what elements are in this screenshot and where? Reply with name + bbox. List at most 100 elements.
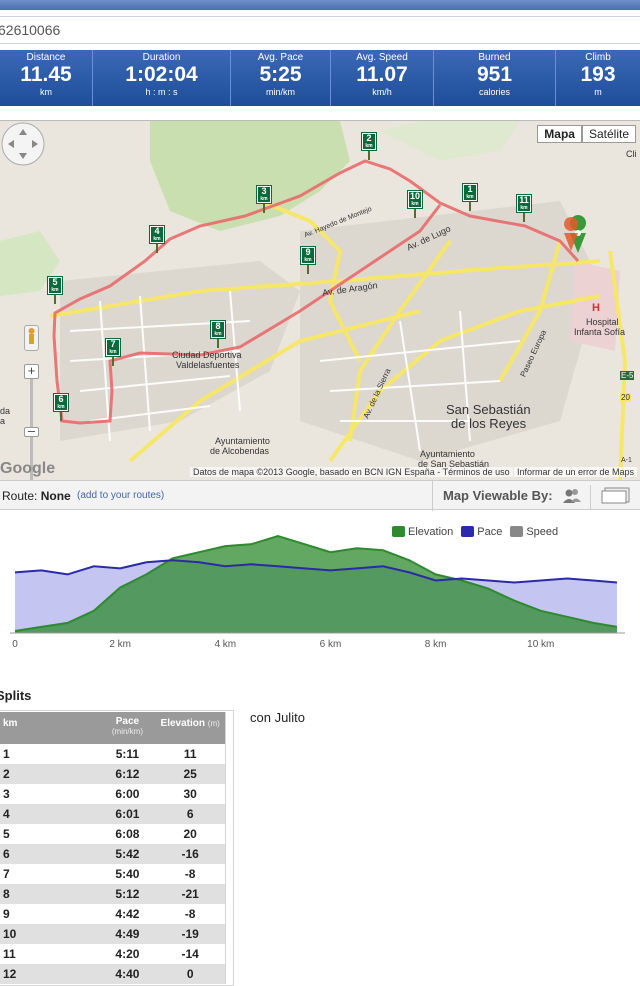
stat-label: Avg. Speed (356, 52, 408, 63)
x-tick-label: 10 km (527, 639, 554, 650)
stat-label: Distance (26, 52, 66, 63)
km-marker[interactable]: 3 km (256, 185, 272, 213)
split-km: 8 (3, 887, 10, 901)
stat-value: 11.07 (356, 63, 408, 86)
speed-swatch (510, 526, 524, 537)
route-label: Route: None (2, 489, 71, 503)
stat-value: 1:02:04 (125, 63, 198, 86)
stat-value: 11.45 (20, 63, 72, 86)
stat-burned: Burned 951 calories (433, 50, 555, 106)
map-label: de Alcobendas (210, 446, 270, 456)
split-pace: 5:40 (115, 867, 140, 881)
km-marker[interactable]: 4 km (149, 225, 165, 253)
zoom-in-button[interactable]: + (24, 364, 39, 379)
km-marker[interactable]: 6 km (53, 393, 69, 421)
split-elevation: -8 (184, 907, 196, 921)
map-type-mapa-button[interactable]: Mapa (537, 125, 582, 143)
split-row: 6 5:42 -16 (0, 844, 225, 864)
stat-label: Avg. Pace (257, 52, 304, 63)
map-label: a (0, 416, 6, 426)
km-marker[interactable]: 1 km (462, 183, 478, 211)
km-marker[interactable]: 8 km (210, 320, 226, 348)
split-elevation: -19 (181, 927, 199, 941)
stat-avg-speed: Avg. Speed 11.07 km/h (330, 50, 433, 106)
km-number: 9 (305, 247, 311, 257)
split-km: 10 (3, 927, 17, 941)
split-elevation: 30 (183, 787, 197, 801)
street (319, 310, 521, 452)
km-marker[interactable]: 11 km (516, 194, 532, 222)
stat-value: 193 (580, 63, 616, 86)
park-area (380, 121, 520, 161)
stat-unit: calories (478, 87, 510, 97)
street-view-pegman-icon[interactable] (24, 325, 39, 351)
map-label: Infanta Sofía (574, 327, 626, 337)
map-attribution[interactable]: Datos de mapa ©2013 Google, basado en BC… (190, 467, 513, 477)
elevation-swatch (392, 526, 405, 537)
stat-label: Climb (585, 52, 611, 63)
workout-notes: con Julito (250, 710, 305, 725)
x-tick-label: 4 km (214, 639, 236, 650)
km-marker[interactable]: 7 km (105, 338, 121, 366)
split-row: 9 4:42 -8 (0, 904, 225, 924)
highway (608, 250, 628, 480)
stat-value: 951 (476, 63, 513, 86)
start-pin[interactable] (564, 217, 579, 251)
stat-unit: h : m : s (145, 87, 178, 97)
report-map-error-link[interactable]: Informar de un error de Maps (513, 467, 637, 477)
park-area (150, 121, 350, 231)
zoom-slider-handle[interactable]: – (24, 424, 39, 437)
legend-label: Pace (477, 526, 503, 538)
km-marker[interactable]: 5 km (47, 276, 63, 304)
url-bar[interactable]: 62610066 (0, 16, 640, 44)
split-pace: 5:12 (115, 887, 140, 901)
km-number: 1 (467, 184, 473, 194)
road-sign: E-5 (620, 371, 635, 380)
x-tick-label: 2 km (109, 639, 131, 650)
km-marker[interactable]: 10 km (407, 190, 423, 218)
split-pace: 5:42 (115, 847, 140, 861)
route-map[interactable]: 1 km 2 km 3 km 4 km 5 km 6 km 7 km 8 km 9 km 10 km… (0, 120, 640, 480)
split-row: 5 6:08 20 (0, 824, 225, 844)
km-number: 11 (519, 195, 529, 205)
fullscreen-icon[interactable] (590, 485, 631, 509)
split-row: 4 6:01 6 (0, 804, 225, 824)
stat-label: Burned (478, 52, 511, 63)
map-viewable-by-label: Map Viewable By: (432, 481, 553, 511)
split-km: 3 (3, 787, 10, 801)
split-elevation: -21 (181, 887, 199, 901)
legend-elevation[interactable]: Elevation (392, 526, 453, 538)
split-pace: 5:11 (115, 747, 140, 761)
split-elevation: -16 (181, 847, 199, 861)
split-row: 10 4:49 -19 (0, 924, 225, 944)
legend-speed[interactable]: Speed (510, 526, 558, 538)
header-elevation-unit: (m) (207, 719, 220, 728)
split-row: 2 6:12 25 (0, 764, 225, 784)
route-line (52, 159, 580, 425)
map-label: de los Reyes (451, 416, 527, 431)
road-sign: 20 (620, 393, 631, 402)
elevation-pace-chart[interactable]: 0 2 km 4 km 6 km 8 km 10 km (0, 520, 640, 650)
elevation-area (15, 536, 617, 633)
road (128, 309, 421, 463)
add-to-routes-link[interactable]: (add to your routes) (77, 490, 165, 501)
pace-swatch (461, 526, 475, 537)
km-number: 5 (52, 277, 58, 287)
km-marker[interactable]: 9 km (300, 246, 316, 274)
hospital-area (570, 261, 620, 351)
browser-tab-strip (0, 0, 640, 10)
header-pace-label: Pace (115, 716, 140, 727)
people-icon[interactable] (562, 488, 582, 504)
pace-series-line (14, 559, 618, 584)
legend-pace[interactable]: Pace (461, 526, 502, 538)
km-marker[interactable]: 2 km (361, 132, 377, 160)
road (259, 199, 362, 362)
pan-control[interactable] (0, 121, 46, 167)
map-label: Ayuntamiento (420, 449, 475, 459)
route-value: None (40, 489, 71, 503)
x-tick-label: 8 km (425, 639, 447, 650)
map-type-satellite-button[interactable]: Satélite (581, 125, 636, 143)
split-km: 6 (3, 847, 10, 861)
legend-label: Elevation (408, 526, 454, 538)
stat-label: Duration (142, 52, 181, 63)
